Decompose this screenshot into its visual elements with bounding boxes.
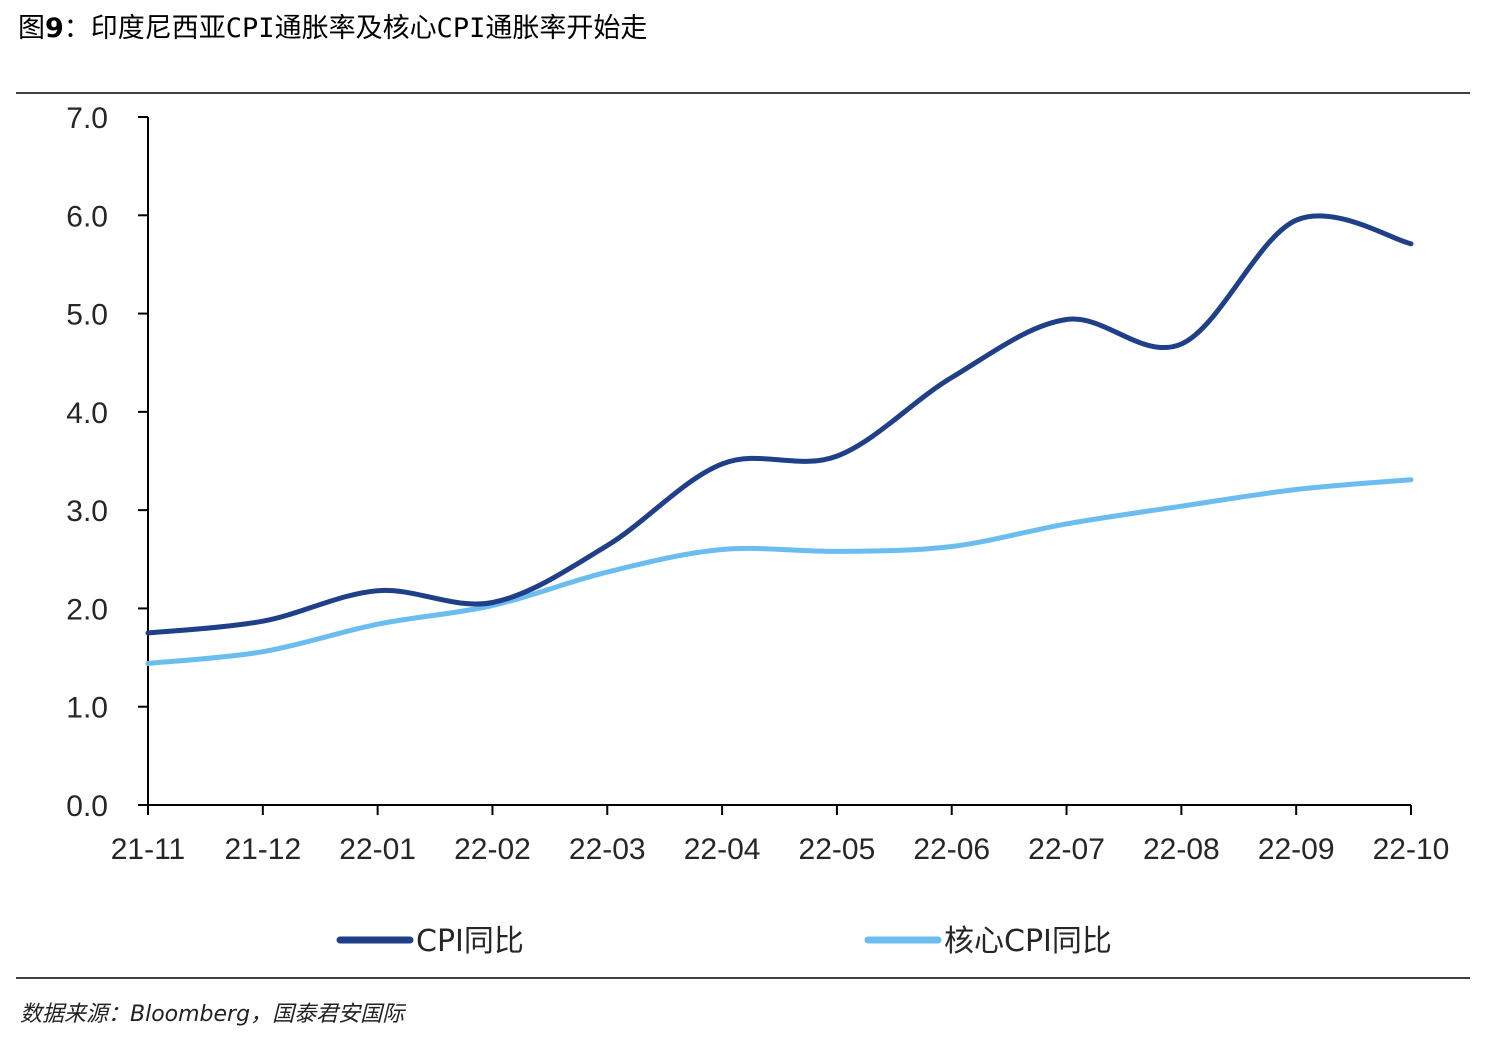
y-tick-label: 7.0 xyxy=(66,102,108,135)
x-tick-label: 22-04 xyxy=(684,833,761,866)
figure-title: 图9：印度尼西亚CPI通胀率及核心CPI通胀率开始走 xyxy=(18,6,647,45)
x-tick-label: 22-10 xyxy=(1373,833,1450,866)
chart-series xyxy=(145,213,1414,666)
figure-title-text: ：印度尼西亚CPI通胀率及核心CPI通胀率开始走 xyxy=(63,13,648,44)
top-rule xyxy=(16,92,1470,94)
y-tick-label: 4.0 xyxy=(66,397,108,430)
x-tick-label: 21-12 xyxy=(224,833,301,866)
y-tick-label: 2.0 xyxy=(66,593,108,626)
y-tick-label: 6.0 xyxy=(66,200,108,233)
bottom-rule xyxy=(16,977,1470,979)
series-line-core-cpi xyxy=(145,477,1414,666)
y-tick-label: 1.0 xyxy=(66,692,108,725)
legend-label-core-cpi: 核心CPI同比 xyxy=(944,924,1112,959)
x-tick-label: 22-02 xyxy=(454,833,531,866)
x-tick-label: 22-07 xyxy=(1028,833,1105,866)
y-tick-label: 0.0 xyxy=(66,790,108,823)
figure-label: 图 xyxy=(18,13,45,44)
x-tick-label: 22-06 xyxy=(913,833,990,866)
series-line-cpi xyxy=(145,213,1414,636)
x-tick-label: 22-09 xyxy=(1258,833,1335,866)
chart-axes: 0.0 1.0 2.0 3.0 4.0 5.0 6.0 7.0 21-11 21-12 22-01 2… xyxy=(66,102,1449,866)
y-tick-label: 5.0 xyxy=(66,299,108,332)
x-tick-label: 21-11 xyxy=(111,833,186,866)
x-tick-label: 22-01 xyxy=(339,833,416,866)
x-tick-label: 22-03 xyxy=(569,833,646,866)
source-note: 数据来源：Bloomberg，国泰君安国际 xyxy=(20,1002,405,1027)
figure-number: 9 xyxy=(45,13,64,44)
legend-label-cpi: CPI同比 xyxy=(416,924,524,959)
chart-legend: CPI同比 核心CPI同比 xyxy=(336,924,1112,959)
y-tick-label: 3.0 xyxy=(66,495,108,528)
x-tick-label: 22-05 xyxy=(799,833,876,866)
x-tick-label: 22-08 xyxy=(1143,833,1220,866)
